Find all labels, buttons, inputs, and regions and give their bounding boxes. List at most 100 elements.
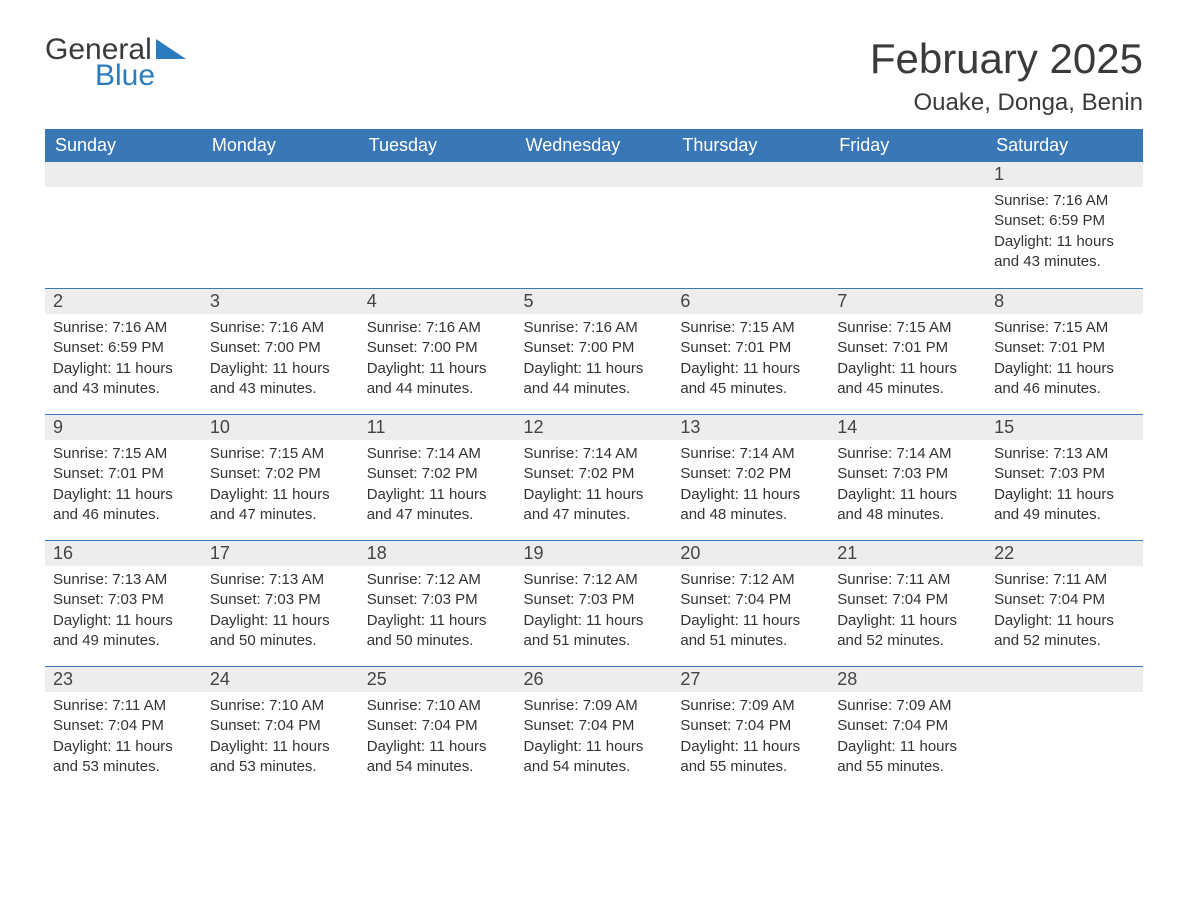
daylight-text: Daylight: 11 hours and 54 minutes.	[524, 737, 665, 778]
day-number	[986, 666, 1143, 692]
daylight-text: Daylight: 11 hours and 47 minutes.	[367, 485, 508, 526]
daylight-text: Daylight: 11 hours and 46 minutes.	[53, 485, 194, 526]
calendar-day-cell: 24Sunrise: 7:10 AMSunset: 7:04 PMDayligh…	[202, 666, 359, 792]
daylight-text: Daylight: 11 hours and 48 minutes.	[680, 485, 821, 526]
sunset-text: Sunset: 7:04 PM	[367, 716, 508, 736]
sunset-text: Sunset: 7:03 PM	[837, 464, 978, 484]
calendar-day-cell	[829, 162, 986, 288]
sunset-text: Sunset: 7:01 PM	[53, 464, 194, 484]
calendar-day-cell: 17Sunrise: 7:13 AMSunset: 7:03 PMDayligh…	[202, 540, 359, 666]
daylight-text: Daylight: 11 hours and 52 minutes.	[994, 611, 1135, 652]
calendar-day-cell	[672, 162, 829, 288]
calendar-day-cell: 8Sunrise: 7:15 AMSunset: 7:01 PMDaylight…	[986, 288, 1143, 414]
sunrise-text: Sunrise: 7:14 AM	[680, 444, 821, 464]
calendar-day-cell: 2Sunrise: 7:16 AMSunset: 6:59 PMDaylight…	[45, 288, 202, 414]
daylight-text: Daylight: 11 hours and 44 minutes.	[367, 359, 508, 400]
day-number: 18	[359, 540, 516, 566]
calendar-week-row: 23Sunrise: 7:11 AMSunset: 7:04 PMDayligh…	[45, 666, 1143, 792]
day-number: 24	[202, 666, 359, 692]
calendar-day-cell: 4Sunrise: 7:16 AMSunset: 7:00 PMDaylight…	[359, 288, 516, 414]
sunset-text: Sunset: 7:04 PM	[680, 590, 821, 610]
day-details: Sunrise: 7:12 AMSunset: 7:03 PMDaylight:…	[359, 566, 516, 659]
sunrise-text: Sunrise: 7:12 AM	[367, 570, 508, 590]
daylight-text: Daylight: 11 hours and 43 minutes.	[210, 359, 351, 400]
day-number: 21	[829, 540, 986, 566]
daylight-text: Daylight: 11 hours and 53 minutes.	[210, 737, 351, 778]
day-number: 23	[45, 666, 202, 692]
day-details: Sunrise: 7:14 AMSunset: 7:02 PMDaylight:…	[516, 440, 673, 533]
sunrise-text: Sunrise: 7:15 AM	[994, 318, 1135, 338]
day-number: 1	[986, 162, 1143, 187]
day-details	[202, 187, 359, 199]
sunset-text: Sunset: 7:01 PM	[837, 338, 978, 358]
page-title: February 2025	[870, 35, 1143, 83]
sunset-text: Sunset: 7:04 PM	[837, 716, 978, 736]
daylight-text: Daylight: 11 hours and 45 minutes.	[837, 359, 978, 400]
day-details	[359, 187, 516, 199]
sunrise-text: Sunrise: 7:15 AM	[680, 318, 821, 338]
day-details: Sunrise: 7:14 AMSunset: 7:02 PMDaylight:…	[359, 440, 516, 533]
sunset-text: Sunset: 7:02 PM	[367, 464, 508, 484]
sunset-text: Sunset: 7:03 PM	[367, 590, 508, 610]
sunrise-text: Sunrise: 7:16 AM	[53, 318, 194, 338]
calendar-day-cell: 1Sunrise: 7:16 AMSunset: 6:59 PMDaylight…	[986, 162, 1143, 288]
day-number: 6	[672, 288, 829, 314]
sunset-text: Sunset: 7:01 PM	[994, 338, 1135, 358]
sunset-text: Sunset: 7:01 PM	[680, 338, 821, 358]
sunset-text: Sunset: 7:04 PM	[994, 590, 1135, 610]
weekday-header: Tuesday	[359, 129, 516, 162]
calendar-day-cell	[986, 666, 1143, 792]
calendar-day-cell: 22 Sunrise: 7:11 AMSunset: 7:04 PMDayligh…	[986, 540, 1143, 666]
day-details: Sunrise: 7:10 AMSunset: 7:04 PMDaylight:…	[202, 692, 359, 785]
sunrise-text: Sunrise: 7:14 AM	[524, 444, 665, 464]
sunrise-text: Sunrise: 7:15 AM	[837, 318, 978, 338]
day-number: 27	[672, 666, 829, 692]
calendar-day-cell	[516, 162, 673, 288]
daylight-text: Daylight: 11 hours and 55 minutes.	[837, 737, 978, 778]
daylight-text: Daylight: 11 hours and 55 minutes.	[680, 737, 821, 778]
sunrise-text: Sunrise: 7:09 AM	[680, 696, 821, 716]
sunrise-text: Sunrise: 7:13 AM	[53, 570, 194, 590]
daylight-text: Daylight: 11 hours and 50 minutes.	[210, 611, 351, 652]
location-subtitle: Ouake, Donga, Benin	[870, 89, 1143, 117]
day-details: Sunrise: 7:09 AMSunset: 7:04 PMDaylight:…	[672, 692, 829, 785]
day-details: Sunrise: 7:13 AMSunset: 7:03 PMDaylight:…	[45, 566, 202, 659]
calendar-day-cell: 9Sunrise: 7:15 AMSunset: 7:01 PMDaylight…	[45, 414, 202, 540]
sunrise-text: Sunrise: 7:11 AM	[994, 570, 1135, 590]
day-number	[829, 162, 986, 187]
day-number: 15	[986, 414, 1143, 440]
day-details: Sunrise: 7:16 AMSunset: 6:59 PMDaylight:…	[986, 187, 1143, 280]
day-details: Sunrise: 7:16 AMSunset: 6:59 PMDaylight:…	[45, 314, 202, 407]
day-details: Sunrise: 7:15 AMSunset: 7:02 PMDaylight:…	[202, 440, 359, 533]
calendar-day-cell: 25Sunrise: 7:10 AMSunset: 7:04 PMDayligh…	[359, 666, 516, 792]
day-number	[672, 162, 829, 187]
day-details: Sunrise: 7:15 AMSunset: 7:01 PMDaylight:…	[45, 440, 202, 533]
day-details: Sunrise: 7:09 AMSunset: 7:04 PMDaylight:…	[516, 692, 673, 785]
calendar-day-cell: 10Sunrise: 7:15 AMSunset: 7:02 PMDayligh…	[202, 414, 359, 540]
day-number: 20	[672, 540, 829, 566]
daylight-text: Daylight: 11 hours and 47 minutes.	[524, 485, 665, 526]
sunset-text: Sunset: 7:03 PM	[524, 590, 665, 610]
daylight-text: Daylight: 11 hours and 43 minutes.	[53, 359, 194, 400]
weekday-header: Friday	[829, 129, 986, 162]
sunset-text: Sunset: 7:00 PM	[367, 338, 508, 358]
day-number: 17	[202, 540, 359, 566]
daylight-text: Daylight: 11 hours and 49 minutes.	[994, 485, 1135, 526]
brand-logo: General Blue	[45, 35, 186, 91]
sunset-text: Sunset: 7:04 PM	[210, 716, 351, 736]
day-number: 14	[829, 414, 986, 440]
day-details: Sunrise: 7:15 AMSunset: 7:01 PMDaylight:…	[672, 314, 829, 407]
day-number: 10	[202, 414, 359, 440]
weekday-header: Sunday	[45, 129, 202, 162]
day-number: 25	[359, 666, 516, 692]
day-details: Sunrise: 7:12 AMSunset: 7:03 PMDaylight:…	[516, 566, 673, 659]
brand-text-2: Blue	[95, 61, 155, 91]
day-details: Sunrise: 7:11 AMSunset: 7:04 PMDaylight:…	[45, 692, 202, 785]
sunrise-text: Sunrise: 7:16 AM	[210, 318, 351, 338]
day-details: Sunrise: 7:16 AMSunset: 7:00 PMDaylight:…	[202, 314, 359, 407]
day-number: 22	[986, 540, 1143, 566]
calendar-day-cell: 11Sunrise: 7:14 AMSunset: 7:02 PMDayligh…	[359, 414, 516, 540]
calendar-day-cell: 13Sunrise: 7:14 AMSunset: 7:02 PMDayligh…	[672, 414, 829, 540]
sunrise-text: Sunrise: 7:10 AM	[367, 696, 508, 716]
daylight-text: Daylight: 11 hours and 44 minutes.	[524, 359, 665, 400]
